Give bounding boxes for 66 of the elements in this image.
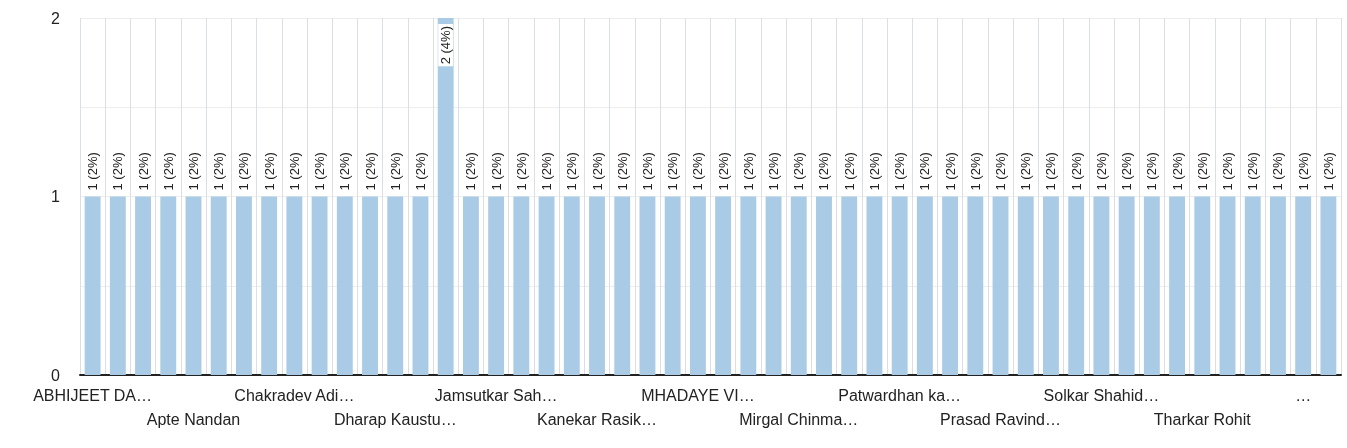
data-label: 1 (2%) <box>387 152 403 191</box>
y-tick-label: 2 <box>51 9 61 27</box>
data-label: 2 (4%) <box>438 26 454 65</box>
data-label: 1 (2%) <box>513 152 529 191</box>
x-tick-label: ABHIJEET DA… <box>33 386 153 404</box>
data-label: 1 (2%) <box>1043 152 1059 191</box>
data-label: 1 (2%) <box>1220 152 1236 191</box>
x-tick-label: Solkar Shahid… <box>1043 386 1160 404</box>
data-label: 1 (2%) <box>766 152 782 191</box>
data-label: 1 (2%) <box>917 152 933 191</box>
data-label: 1 (2%) <box>740 152 756 191</box>
x-tick-label: Apte Nandan <box>146 410 241 428</box>
data-label: 1 (2%) <box>488 152 504 191</box>
data-label: 1 (2%) <box>866 152 882 191</box>
y-tick-label: 0 <box>51 366 61 384</box>
data-label: 1 (2%) <box>1018 152 1034 191</box>
x-tick-label: Jamsutkar Sah… <box>434 386 558 404</box>
x-tick-label: Prasad Ravind… <box>940 410 1062 428</box>
data-label: 1 (2%) <box>135 152 151 191</box>
x-tick-label: Chakradev Adi… <box>234 386 355 404</box>
x-tick-label: Tharkar Rohit <box>1153 410 1252 428</box>
data-label: 1 (2%) <box>236 152 252 191</box>
data-label: 1 (2%) <box>639 152 655 191</box>
data-label: 1 (2%) <box>1144 152 1160 191</box>
data-label: 1 (2%) <box>1068 152 1084 191</box>
data-label: 1 (2%) <box>286 152 302 191</box>
data-label: 1 (2%) <box>1194 152 1210 191</box>
data-label: 1 (2%) <box>816 152 832 191</box>
data-label: 1 (2%) <box>841 152 857 191</box>
data-label: 1 (2%) <box>539 152 555 191</box>
data-label: 1 (2%) <box>715 152 731 191</box>
x-tick-label: MHADAYE VI… <box>641 386 755 404</box>
data-label: 1 (2%) <box>589 152 605 191</box>
data-label: 1 (2%) <box>892 152 908 191</box>
data-label: 1 (2%) <box>362 152 378 191</box>
data-label: 1 (2%) <box>160 152 176 191</box>
data-label: 1 (2%) <box>690 152 706 191</box>
x-tick-label: Kanekar Rasik… <box>536 410 658 428</box>
data-label: 1 (2%) <box>211 152 227 191</box>
x-tick-label: Mirgal Chinma… <box>739 410 859 428</box>
data-label: 1 (2%) <box>665 152 681 191</box>
data-label: 1 (2%) <box>1245 152 1261 191</box>
data-label: 1 (2%) <box>1169 152 1185 191</box>
data-label: 1 (2%) <box>312 152 328 191</box>
data-label: 1 (2%) <box>110 152 126 191</box>
data-label: 1 (2%) <box>967 152 983 191</box>
data-label: 1 (2%) <box>261 152 277 191</box>
x-tick-label: Dharap Kaustu… <box>333 410 457 428</box>
data-label: 1 (2%) <box>942 152 958 191</box>
data-label: 1 (2%) <box>412 152 428 191</box>
data-label: 1 (2%) <box>185 152 201 191</box>
data-label: 1 (2%) <box>993 152 1009 191</box>
data-label: 1 (2%) <box>337 152 353 191</box>
x-tick-label: … <box>1295 386 1312 404</box>
y-tick-label: 1 <box>51 188 61 205</box>
data-label: 1 (2%) <box>564 152 580 191</box>
data-label: 1 (2%) <box>1119 152 1135 191</box>
data-label: 1 (2%) <box>791 152 807 191</box>
data-label: 1 (2%) <box>614 152 630 191</box>
x-tick-label: Patwardhan ka… <box>838 386 962 404</box>
data-label: 1 (2%) <box>1320 152 1336 191</box>
data-label: 1 (2%) <box>85 152 101 191</box>
data-label: 1 (2%) <box>1295 152 1311 191</box>
data-label: 1 (2%) <box>463 152 479 191</box>
data-label: 1 (2%) <box>1093 152 1109 191</box>
data-label: 1 (2%) <box>1270 152 1286 191</box>
